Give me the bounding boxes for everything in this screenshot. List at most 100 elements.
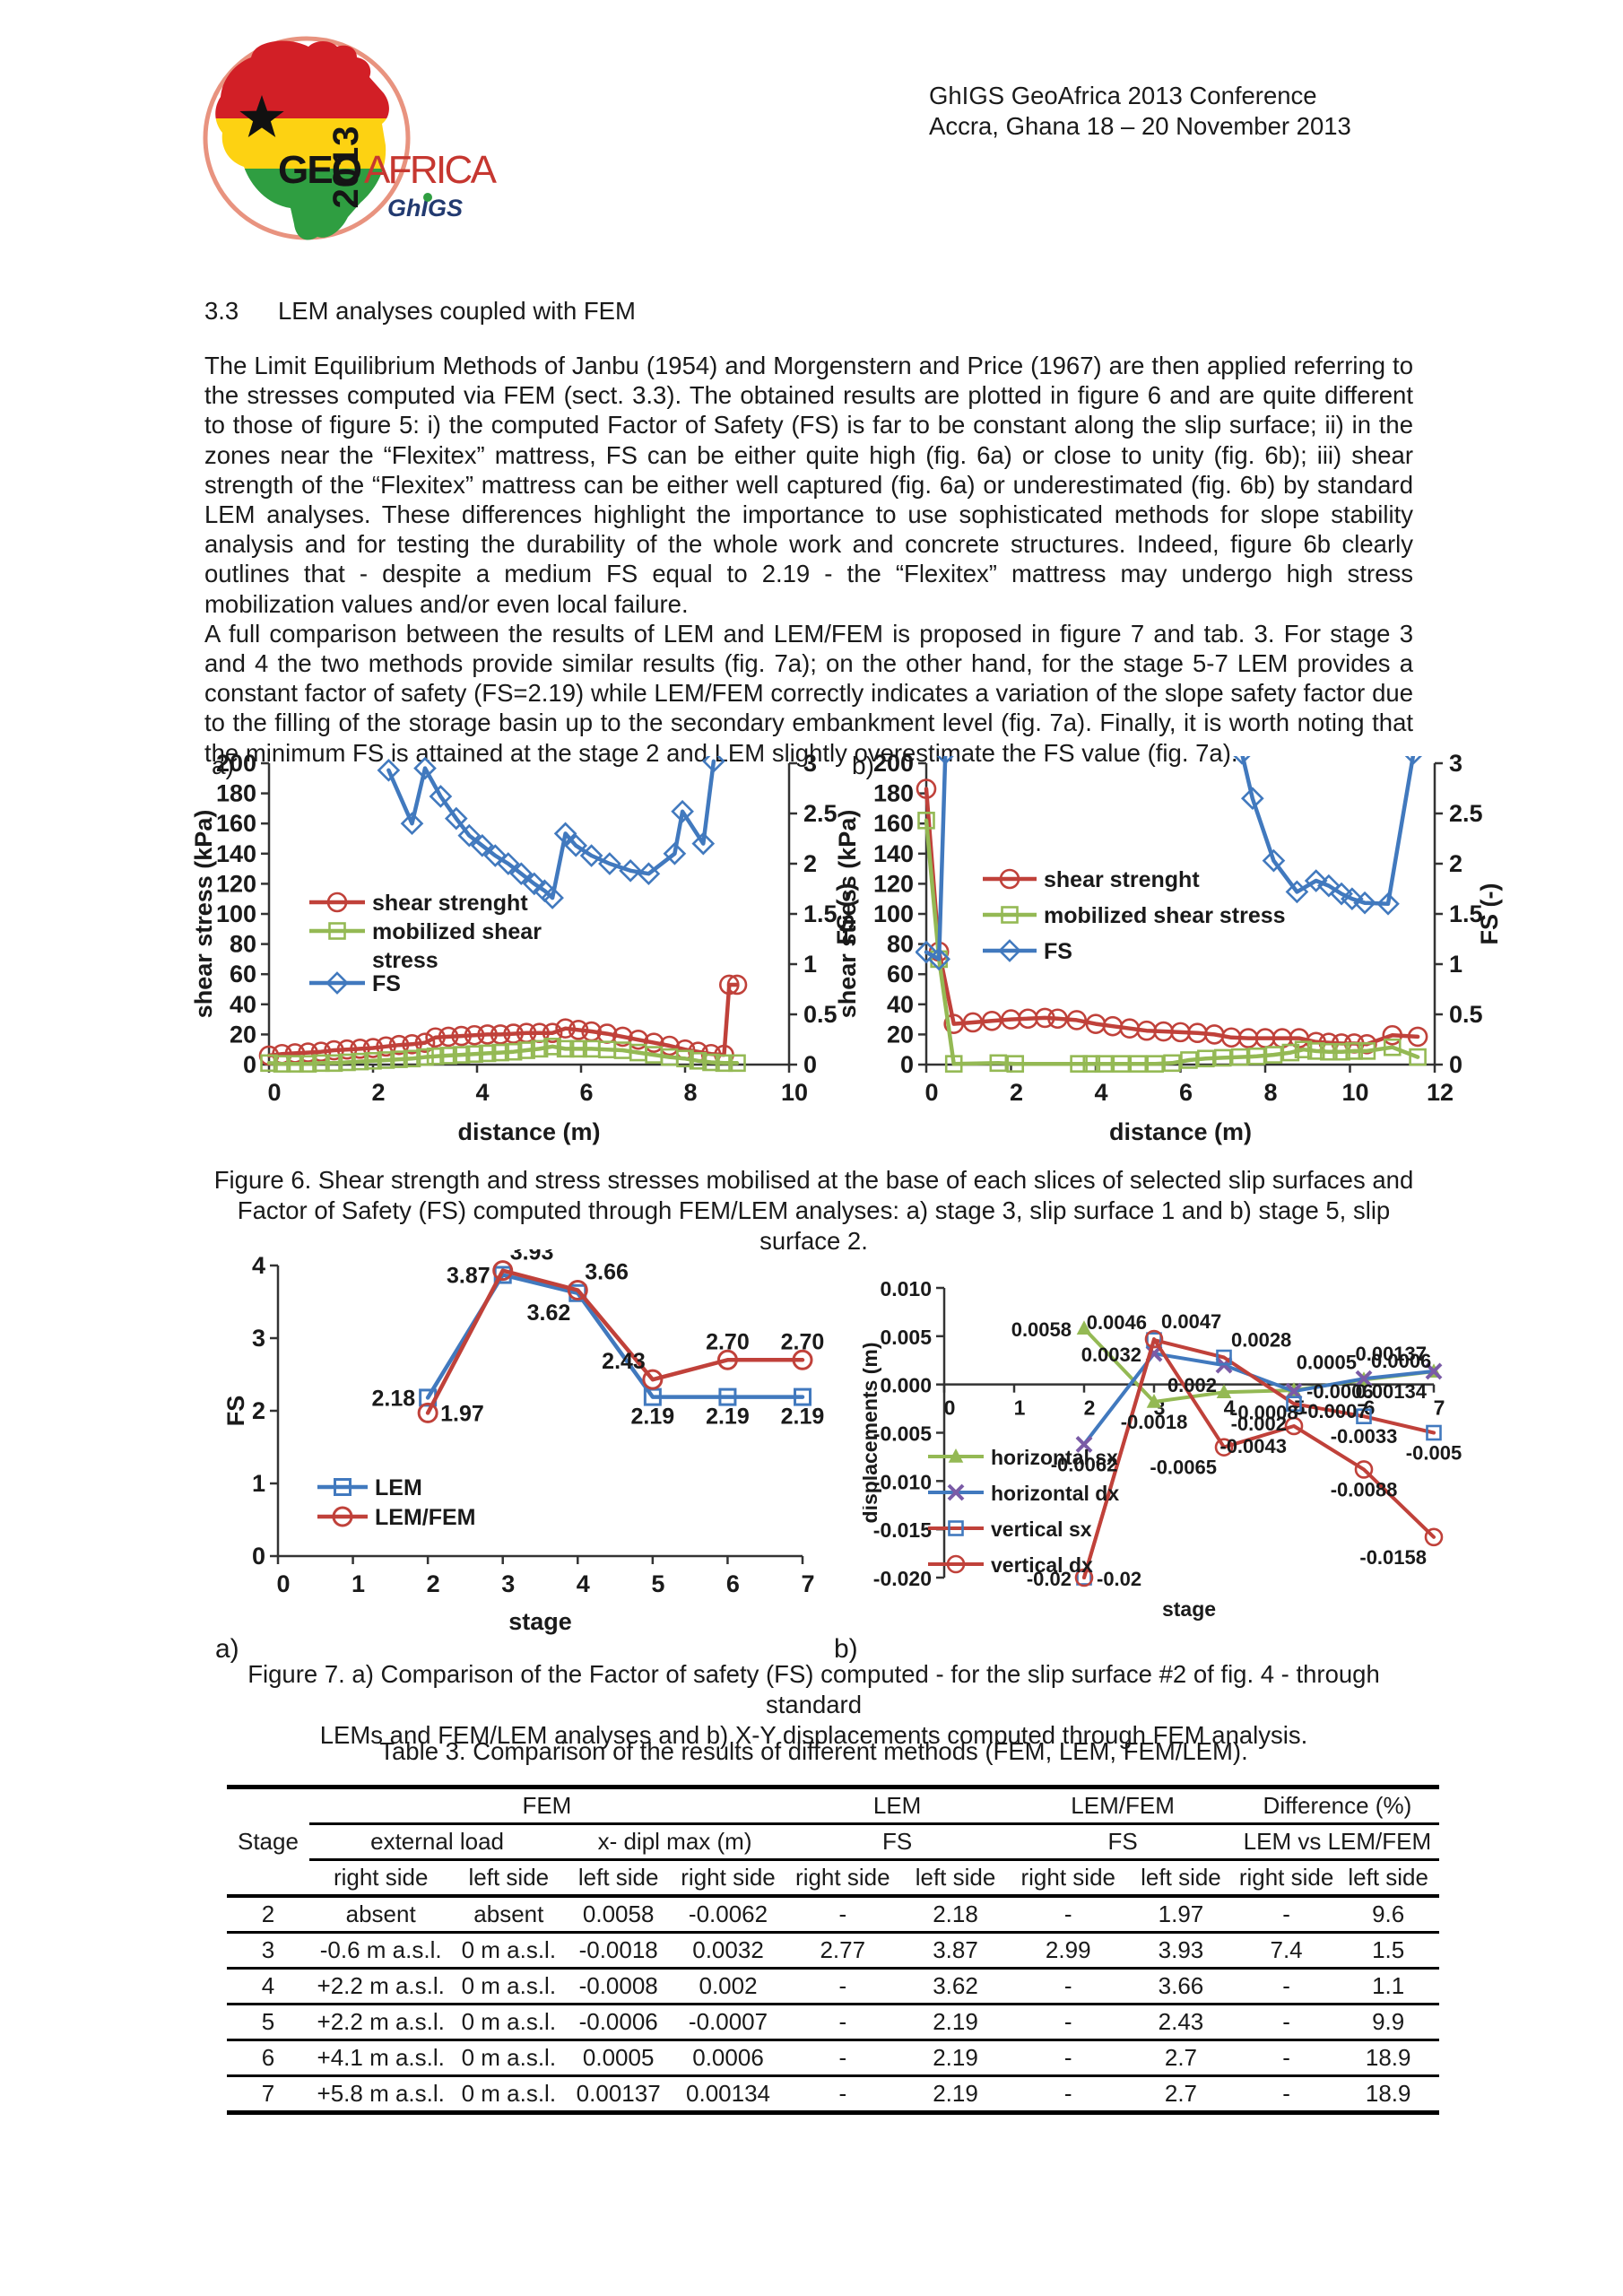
svg-text:0.0058: 0.0058 xyxy=(1011,1318,1072,1341)
figure6b-chart: 0 20 40 60 80 100 120 140 160 180 200 0 0.5 1 1.5 2 2.5 3… xyxy=(832,745,1523,1160)
svg-text:4: 4 xyxy=(1224,1396,1236,1420)
svg-text:shear stress (kPa): shear stress (kPa) xyxy=(834,810,861,1019)
svg-text:mobilized shear: mobilized shear xyxy=(372,919,542,944)
table-row: 2 absent absent 0.0058 -0.0062-2.18-1.97-9.6 xyxy=(227,1896,1439,1934)
table-cell: 1.5 xyxy=(1337,1932,1439,1970)
table-cell: 9.6 xyxy=(1337,1896,1439,1934)
figure7-caption: Figure 7. a) Comparison of the Factor of… xyxy=(202,1659,1426,1751)
table-cell: 2.77 xyxy=(784,1932,901,1970)
table-cell: -0.0018 xyxy=(565,1932,673,1970)
table-cell: absent xyxy=(308,1896,453,1934)
table-cell: 1.1 xyxy=(1337,1968,1439,2005)
table-cell: 2 xyxy=(227,1896,309,1934)
svg-text:0.000: 0.000 xyxy=(880,1374,932,1397)
svg-text:60: 60 xyxy=(230,961,256,987)
svg-text:5: 5 xyxy=(651,1570,664,1597)
table-row: 3 -0.6 m a.s.l. 0 m a.s.l. -0.0018 0.0032 2.7… xyxy=(227,1932,1439,1970)
svg-text:2.19: 2.19 xyxy=(631,1405,675,1430)
svg-text:stage: stage xyxy=(1162,1597,1216,1621)
figure6a-chart: 0 20 40 60 80 100 120 140 160 180 200 0 0.5 1 1.5 2 2.5 3… xyxy=(188,745,879,1160)
svg-text:0: 0 xyxy=(924,1079,938,1106)
table-cell: - xyxy=(784,2039,901,2077)
table-header-row: Stage FEM LEM LEM/FEM Difference (%) xyxy=(227,1785,1439,1898)
svg-text:2: 2 xyxy=(803,850,817,877)
table-header-cell: FS xyxy=(1010,1823,1236,1861)
svg-text:-0.010: -0.010 xyxy=(873,1470,932,1493)
table-cell: 9.9 xyxy=(1337,2004,1439,2041)
svg-text:120: 120 xyxy=(216,870,256,897)
svg-text:2: 2 xyxy=(1084,1396,1096,1420)
svg-text:6: 6 xyxy=(1364,1396,1376,1420)
svg-text:vertical dx: vertical dx xyxy=(991,1553,1093,1577)
table-cell: -0.0008 xyxy=(565,1968,673,2005)
svg-text:80: 80 xyxy=(230,931,256,958)
table-cell: 2.19 xyxy=(900,2004,1011,2041)
svg-text:2: 2 xyxy=(427,1570,440,1597)
svg-text:FS: FS xyxy=(372,971,401,996)
svg-text:stage: stage xyxy=(508,1608,572,1635)
svg-text:4: 4 xyxy=(252,1252,265,1279)
section-heading: 3.3 LEM analyses coupled with FEM xyxy=(204,297,636,326)
svg-text:160: 160 xyxy=(216,810,256,837)
table-cell: - xyxy=(784,2075,901,2115)
svg-text:7: 7 xyxy=(1434,1396,1445,1420)
svg-text:shear strenght: shear strenght xyxy=(1044,867,1200,892)
svg-text:3: 3 xyxy=(1449,750,1462,777)
svg-text:-0.0008: -0.0008 xyxy=(1231,1401,1298,1423)
table-row: 5 +2.2 m a.s.l. 0 m a.s.l. -0.0006 -0.0007-2… xyxy=(227,2004,1439,2041)
table-header-cell: left side xyxy=(565,1859,673,1898)
table-cell: 2.7 xyxy=(1126,2075,1236,2115)
table-cell: +4.1 m a.s.l. xyxy=(308,2039,453,2077)
svg-text:-0.0158: -0.0158 xyxy=(1359,1546,1427,1569)
svg-text:3.87: 3.87 xyxy=(447,1264,490,1289)
table-cell: - xyxy=(1235,2075,1338,2115)
svg-text:20: 20 xyxy=(887,1021,914,1048)
svg-text:6: 6 xyxy=(579,1079,593,1106)
svg-text:-0.002: -0.002 xyxy=(1231,1413,1287,1435)
svg-text:0.00134: 0.00134 xyxy=(1355,1380,1427,1403)
svg-text:0.5: 0.5 xyxy=(803,1001,838,1028)
table3-caption: Table 3. Comparison of the results of di… xyxy=(379,1737,1248,1765)
svg-text:0.0006: 0.0006 xyxy=(1371,1350,1431,1372)
table-cell: - xyxy=(1235,2004,1338,2041)
table-header-row: external load x- dipl max (m) FS FS LEM vs L… xyxy=(227,1823,1439,1861)
table-header-cell: right side xyxy=(672,1859,785,1898)
table-header-cell: left side xyxy=(900,1859,1011,1898)
svg-text:200: 200 xyxy=(873,750,914,777)
svg-text:10: 10 xyxy=(781,1079,808,1106)
table-cell: 0.002 xyxy=(672,1968,785,2005)
table-header-cell: x- dipl max (m) xyxy=(565,1823,785,1861)
body-text: The Limit Equilibrium Methods of Janbu (… xyxy=(204,351,1413,768)
svg-text:8: 8 xyxy=(683,1079,697,1106)
logo-org-leaf-icon xyxy=(423,193,432,202)
svg-text:-0.020: -0.020 xyxy=(873,1567,932,1590)
table-cell: 7.4 xyxy=(1235,1932,1338,1970)
table-cell: - xyxy=(1010,1968,1127,2005)
svg-text:1: 1 xyxy=(352,1570,365,1597)
table-cell: 7 xyxy=(227,2075,309,2115)
svg-text:-0.0088: -0.0088 xyxy=(1331,1478,1398,1500)
table-cell: 6 xyxy=(227,2039,309,2077)
table-cell: 3.93 xyxy=(1126,1932,1236,1970)
svg-text:2: 2 xyxy=(1010,1079,1023,1106)
f6b-svg: 02040608010012014016018020000.511.522.53… xyxy=(834,750,1503,1145)
table3-header: Stage FEM LEM LEM/FEM Difference (%) external… xyxy=(227,1785,1439,1898)
table-row: 7 +5.8 m a.s.l. 0 m a.s.l. 0.00137 0.00134-2… xyxy=(227,2075,1439,2115)
table-cell: - xyxy=(1235,2039,1338,2077)
svg-text:0.002: 0.002 xyxy=(1167,1374,1217,1396)
svg-text:mobilized shear stress: mobilized shear stress xyxy=(1044,903,1286,928)
svg-text:FS (-): FS (-) xyxy=(832,883,859,945)
svg-text:0.0005: 0.0005 xyxy=(1297,1351,1357,1373)
black-star-icon xyxy=(239,95,284,137)
table-header-cell: LEM vs LEM/FEM xyxy=(1235,1823,1439,1861)
f7b-svg: 0.0100.0050.000-0.005-0.010-0.015-0.0200… xyxy=(858,1277,1462,1621)
table-header-cell: FEM xyxy=(308,1785,785,1825)
svg-text:-0.005: -0.005 xyxy=(1406,1442,1462,1465)
svg-text:10: 10 xyxy=(1341,1079,1368,1106)
table3: Stage FEM LEM LEM/FEM Difference (%) external… xyxy=(227,1785,1439,2115)
svg-text:4: 4 xyxy=(577,1570,590,1597)
table-cell: - xyxy=(1010,1896,1127,1934)
svg-text:LEM: LEM xyxy=(375,1475,422,1500)
svg-text:2.43: 2.43 xyxy=(602,1349,646,1374)
svg-text:2: 2 xyxy=(1449,850,1462,877)
